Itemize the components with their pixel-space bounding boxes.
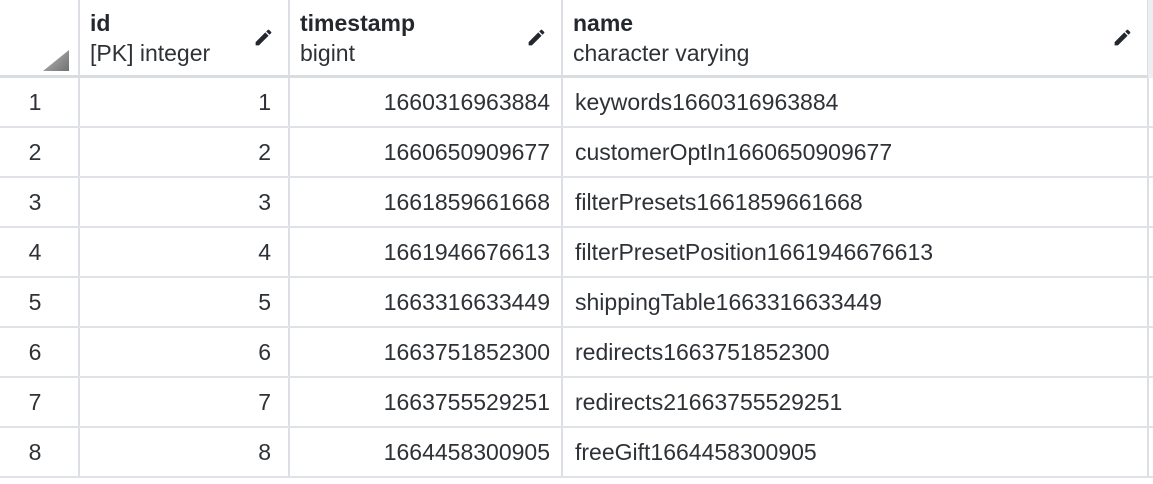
- column-header-text: name character varying: [573, 7, 749, 68]
- select-all-triangle-icon: [43, 50, 69, 71]
- cell-name[interactable]: filterPresets1661859661668: [563, 178, 1149, 226]
- cell-id[interactable]: 5: [80, 278, 290, 326]
- cell-timestamp[interactable]: 1663755529251: [290, 378, 563, 426]
- column-header-text: timestamp bigint: [300, 7, 415, 68]
- column-type: character varying: [573, 40, 750, 66]
- table-row: 5 5 1663316633449 shippingTable166331663…: [0, 278, 1153, 328]
- cell-id[interactable]: 3: [80, 178, 290, 226]
- cell-name[interactable]: redirects1663751852300: [563, 328, 1149, 376]
- cell-timestamp[interactable]: 1663316633449: [290, 278, 563, 326]
- cell-timestamp[interactable]: 1661946676613: [290, 228, 563, 276]
- column-type: [PK] integer: [90, 40, 211, 66]
- cell-id[interactable]: 7: [80, 378, 290, 426]
- column-header-id[interactable]: id [PK] integer: [80, 0, 290, 75]
- column-type: bigint: [300, 40, 355, 66]
- column-name: timestamp: [300, 10, 416, 36]
- cell-timestamp[interactable]: 1660650909677: [290, 128, 563, 176]
- cell-id[interactable]: 8: [80, 428, 290, 476]
- table-row: 6 6 1663751852300 redirects1663751852300: [0, 328, 1153, 378]
- column-header-text: id [PK] integer: [90, 7, 210, 68]
- table-row: 8 8 1664458300905 freeGift1664458300905: [0, 428, 1153, 478]
- row-number-cell[interactable]: 4: [0, 228, 80, 276]
- cell-id[interactable]: 1: [80, 78, 290, 126]
- cell-id[interactable]: 6: [80, 328, 290, 376]
- cell-name[interactable]: keywords1660316963884: [563, 78, 1149, 126]
- cell-timestamp[interactable]: 1661859661668: [290, 178, 563, 226]
- table-row: 3 3 1661859661668 filterPresets166185966…: [0, 178, 1153, 228]
- cell-name[interactable]: freeGift1664458300905: [563, 428, 1149, 476]
- cell-timestamp[interactable]: 1664458300905: [290, 428, 563, 476]
- row-number-cell[interactable]: 2: [0, 128, 80, 176]
- cell-name[interactable]: redirects21663755529251: [563, 378, 1149, 426]
- edit-pencil-icon[interactable]: [1112, 27, 1133, 48]
- row-number-cell[interactable]: 8: [0, 428, 80, 476]
- row-number-cell[interactable]: 5: [0, 278, 80, 326]
- column-name: name: [573, 10, 634, 36]
- row-number-cell[interactable]: 1: [0, 78, 80, 126]
- cell-timestamp[interactable]: 1660316963884: [290, 78, 563, 126]
- column-name: id: [90, 10, 111, 36]
- row-number-cell[interactable]: 3: [0, 178, 80, 226]
- table-row: 2 2 1660650909677 customerOptIn166065090…: [0, 128, 1153, 178]
- column-header-name[interactable]: name character varying: [563, 0, 1149, 75]
- header-gutter: [1148, 0, 1153, 78]
- table-row: 7 7 1663755529251 redirects2166375552925…: [0, 378, 1153, 428]
- row-number-cell[interactable]: 7: [0, 378, 80, 426]
- row-number-cell[interactable]: 6: [0, 328, 80, 376]
- cell-id[interactable]: 2: [80, 128, 290, 176]
- grid-header-row: id [PK] integer timestamp bigint name ch…: [0, 0, 1153, 78]
- select-all-corner[interactable]: [0, 0, 80, 75]
- cell-name[interactable]: filterPresetPosition1661946676613: [563, 228, 1149, 276]
- cell-id[interactable]: 4: [80, 228, 290, 276]
- cell-timestamp[interactable]: 1663751852300: [290, 328, 563, 376]
- cell-name[interactable]: shippingTable1663316633449: [563, 278, 1149, 326]
- table-row: 4 4 1661946676613 filterPresetPosition16…: [0, 228, 1153, 278]
- cell-name[interactable]: customerOptIn1660650909677: [563, 128, 1149, 176]
- column-header-timestamp[interactable]: timestamp bigint: [290, 0, 563, 75]
- edit-pencil-icon[interactable]: [526, 27, 547, 48]
- table-row: 1 1 1660316963884 keywords1660316963884: [0, 78, 1153, 128]
- edit-pencil-icon[interactable]: [253, 27, 274, 48]
